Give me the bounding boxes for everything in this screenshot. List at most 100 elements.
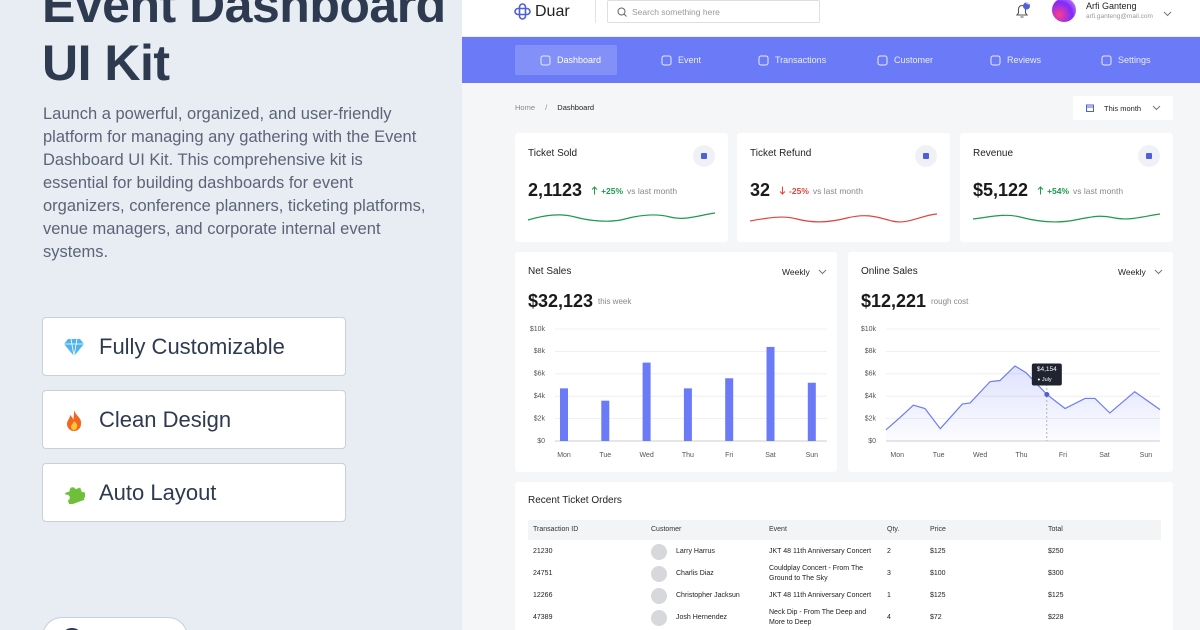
- x-tick-label: Mon: [557, 452, 571, 459]
- y-tick-label: $4k: [865, 393, 877, 400]
- stat-note: vs last month: [1073, 185, 1124, 196]
- tooltip-point: [1044, 391, 1050, 397]
- chart-period: Weekly: [782, 267, 810, 277]
- x-tick-label: Tue: [599, 452, 611, 459]
- x-tick-label: Sat: [1099, 452, 1110, 459]
- sparkline-path: [527, 212, 716, 222]
- nav-icon: [661, 55, 672, 65]
- nav-item[interactable]: Event: [661, 37, 701, 83]
- stat-icon: [693, 145, 715, 167]
- bar: [725, 378, 734, 441]
- bar: [807, 382, 816, 441]
- column-header: Qty.: [887, 526, 900, 533]
- nav-item[interactable]: Transactions: [758, 37, 826, 83]
- avatar[interactable]: [1052, 0, 1076, 22]
- breadcrumb-item: Dashboard: [557, 103, 594, 112]
- sparkline-path: [749, 213, 938, 223]
- net-sales-chart: $0 $2k $4k $6k $8k $10k Mon Tue Wed Thu Fri Sat Sun: [530, 326, 827, 459]
- breadcrumb-separator: /: [545, 103, 548, 112]
- stat-change: +54%: [1047, 185, 1070, 196]
- y-tick-label: $6k: [865, 371, 877, 378]
- stat-icon: [1138, 145, 1160, 167]
- table-cell: $72: [930, 614, 942, 621]
- stat-value: 32: [750, 180, 771, 200]
- chevron: [1163, 11, 1172, 17]
- flame-icon: [67, 409, 82, 431]
- diamond-icon: [64, 338, 84, 356]
- divider: [595, 0, 596, 23]
- bell-icon[interactable]: [1014, 2, 1032, 20]
- nav-item[interactable]: Customer: [877, 37, 933, 83]
- period-select[interactable]: This month: [1073, 96, 1173, 120]
- search-icon: [617, 7, 627, 17]
- nav-icon: [877, 55, 888, 65]
- y-tick-label: $10k: [530, 326, 546, 333]
- app-header: [462, 0, 1200, 37]
- table-cell: JKT 48 11th Anniversary Concert: [769, 592, 872, 599]
- x-tick-label: Wed: [973, 452, 987, 459]
- icon-shape: [1146, 153, 1152, 159]
- table-cell: Neck Dip - From The Deep and More to Dee…: [769, 609, 867, 626]
- brand-logo: [514, 3, 531, 20]
- orders-card: [515, 482, 1173, 630]
- feature-card: Auto Layout: [42, 463, 346, 522]
- hero-title: UI Kit: [42, 35, 170, 91]
- sparkline: [749, 213, 938, 223]
- stat-row: 2,1123 +25% vs last month: [528, 180, 677, 201]
- icon-shape: [990, 55, 1001, 65]
- table-cell: $125: [930, 548, 946, 555]
- line: [885, 365, 1161, 431]
- chevron-path: [818, 269, 827, 275]
- user-email: arfi.ganteng@mail.com: [1086, 13, 1153, 20]
- hero-panel: Event Dashboard UI Kit Launch a powerful…: [0, 0, 462, 630]
- chart-total-note: rough cost: [931, 297, 969, 306]
- y-tick-label: $8k: [865, 348, 877, 355]
- x-tick-label: Thu: [682, 452, 694, 459]
- sparkline-path: [972, 213, 1161, 223]
- table-cell: 47389: [533, 614, 553, 621]
- period-label: This month: [1104, 104, 1142, 113]
- chart-period: Weekly: [1118, 267, 1146, 277]
- nav-item[interactable]: Dashboard: [540, 37, 601, 83]
- nav-label: Dashboard: [557, 55, 602, 65]
- y-tick-label: $2k: [534, 415, 546, 422]
- hero-title: Event Dashboard: [42, 0, 446, 33]
- breadcrumb: Home / Dashboard: [515, 103, 594, 112]
- sparkline: [972, 213, 1161, 223]
- feature-card: Fully Customizable: [42, 317, 346, 376]
- partial-button: [42, 617, 188, 630]
- breadcrumb-item: Home: [515, 103, 536, 112]
- nav-item[interactable]: Settings: [1101, 37, 1151, 83]
- table-cell: 1: [887, 592, 891, 599]
- y-tick-label: $0: [537, 438, 545, 445]
- stat-title: Ticket Refund: [750, 148, 812, 159]
- table-cell: $125: [930, 592, 946, 599]
- chevron: [1152, 105, 1161, 111]
- search-box[interactable]: Search something here: [607, 0, 820, 23]
- nav-label: Settings: [1118, 55, 1151, 65]
- calendar-icon: [1086, 104, 1094, 112]
- table-cell: 4: [887, 614, 891, 621]
- nav-item[interactable]: Reviews: [990, 37, 1041, 83]
- chart-title: Net Sales: [528, 266, 572, 277]
- arrow: [779, 186, 786, 195]
- icon-shape: [661, 55, 672, 65]
- icon-shape: [758, 55, 769, 65]
- icon-shape: [877, 55, 888, 65]
- x-tick-label: Mon: [890, 452, 904, 459]
- table-header: [528, 520, 1161, 540]
- nav-icon: [540, 55, 551, 65]
- stat-title: Ticket Sold: [528, 148, 578, 159]
- chart-title: Online Sales: [861, 266, 918, 277]
- nav-bar: [462, 37, 1200, 83]
- arrow: [591, 186, 598, 195]
- chart-total: $32,123: [528, 291, 594, 311]
- column-header: Customer: [651, 526, 682, 533]
- table-cell: 24751: [533, 570, 553, 577]
- column-header: Price: [930, 526, 946, 533]
- bar: [560, 388, 568, 441]
- feature-label: Auto Layout: [99, 479, 217, 505]
- bar: [683, 388, 692, 441]
- row-avatar: [651, 566, 667, 582]
- stat-icon: [915, 145, 937, 167]
